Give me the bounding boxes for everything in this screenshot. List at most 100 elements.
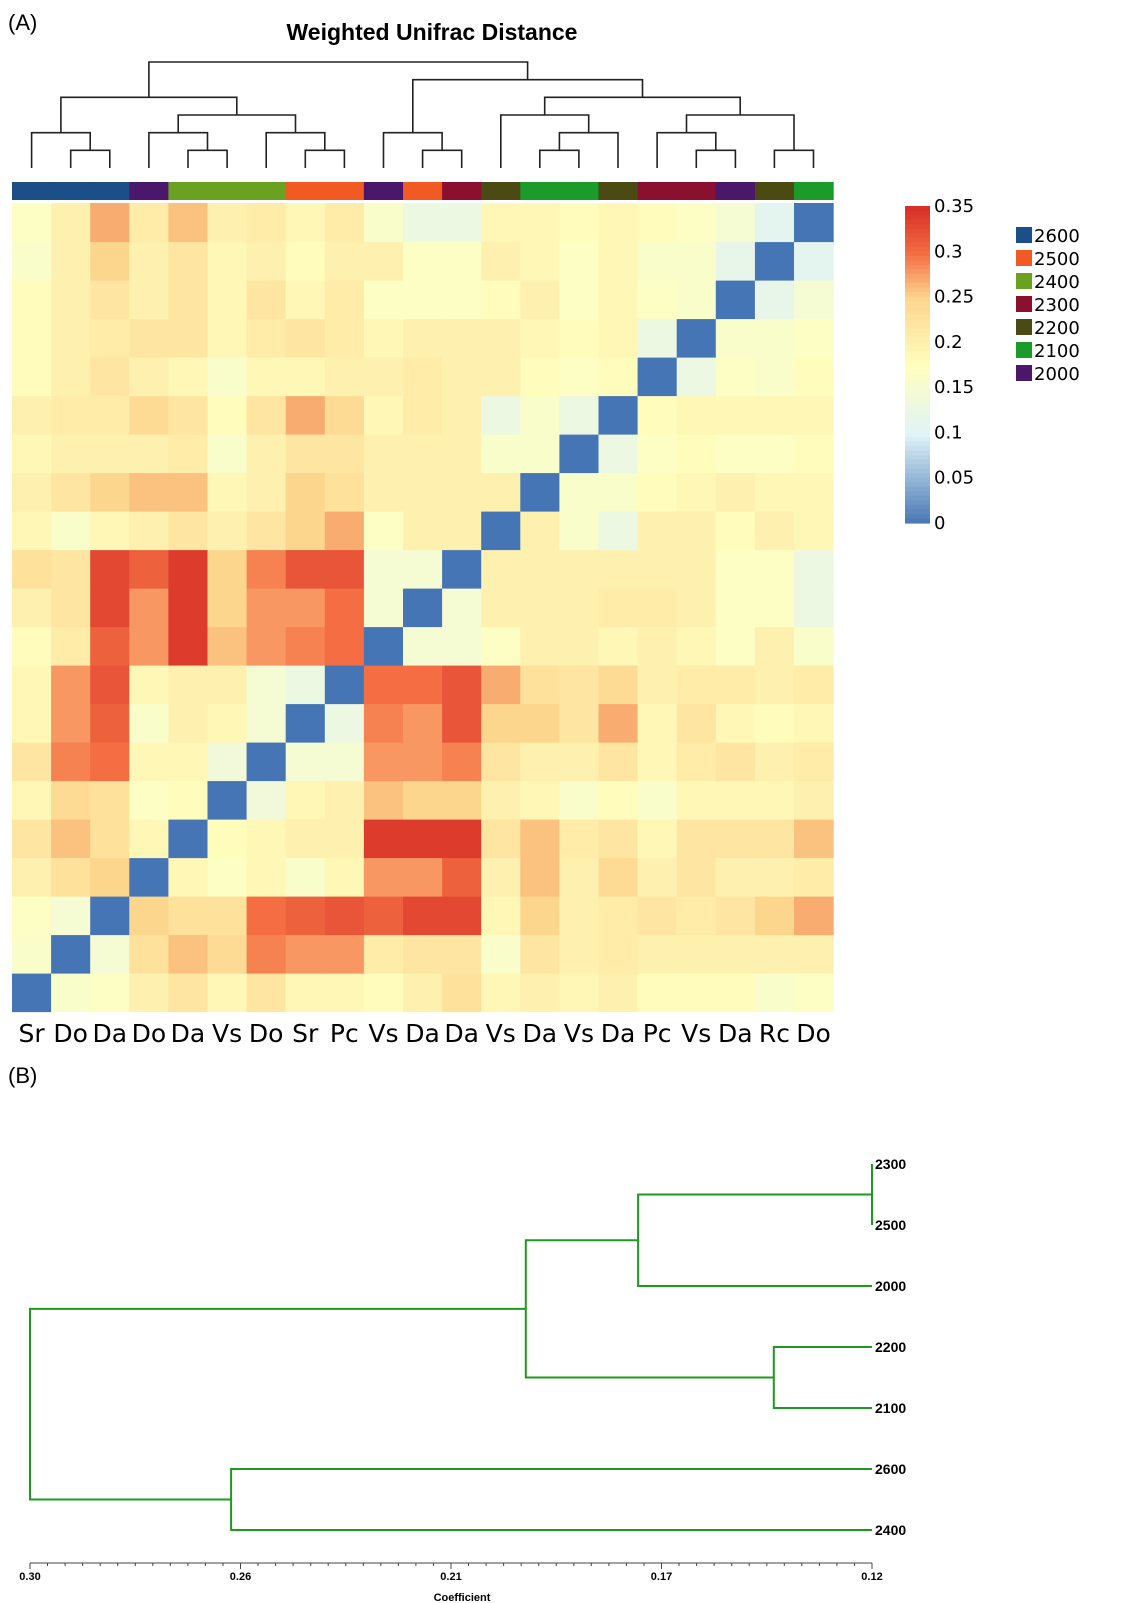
- heatmap-cell: [285, 703, 326, 743]
- axis-tick-label: 0.30: [19, 1571, 40, 1583]
- colorbar-step: [905, 409, 930, 415]
- colorbar-step: [905, 486, 930, 492]
- heatmap-cell: [559, 395, 600, 435]
- heatmap-cell: [51, 395, 91, 435]
- heatmap-cell: [246, 549, 287, 589]
- heatmap-cell: [442, 203, 482, 243]
- heatmap-cell: [481, 203, 521, 243]
- heatmap-cell: [559, 973, 600, 1013]
- dendrogram-branch: [148, 61, 529, 98]
- colorbar-step: [905, 378, 930, 384]
- heatmap-cell: [403, 857, 443, 897]
- heatmap-cell: [754, 395, 795, 435]
- heatmap-cell: [559, 241, 600, 281]
- heatmap-cell: [363, 665, 404, 705]
- heatmap-cell: [90, 395, 130, 435]
- heatmap-cell: [129, 549, 169, 589]
- heatmap-cell: [481, 318, 521, 358]
- heatmap-cell: [442, 549, 482, 589]
- colorbar-step: [905, 427, 930, 434]
- heatmap-cell: [363, 819, 404, 859]
- colorbar-step: [905, 323, 930, 329]
- heatmap-cell: [403, 819, 443, 859]
- heatmap-cell: [168, 395, 209, 435]
- heatmap-cell: [324, 703, 365, 743]
- heatmap-cell: [637, 857, 678, 897]
- legend-swatch: [1016, 365, 1032, 381]
- legend-swatch: [1016, 250, 1032, 266]
- heatmap-cell: [324, 434, 365, 474]
- heatmap-cell: [794, 241, 834, 281]
- heatmap-cell: [481, 434, 521, 474]
- heatmap-cell: [520, 472, 560, 512]
- heatmap-cell: [285, 626, 326, 666]
- leaf-label: 2200: [875, 1339, 906, 1355]
- heatmap-cell: [794, 434, 834, 474]
- group-bar-segment: [246, 182, 287, 200]
- colorbar-tick-label: 0: [934, 513, 945, 534]
- colorbar-tick-label: 0.1: [934, 422, 963, 443]
- group-bar-segment: [324, 182, 365, 200]
- colorbar-step: [905, 359, 930, 366]
- heatmap-cell: [559, 511, 600, 551]
- heatmap-cell: [676, 626, 717, 666]
- heatmap-cell: [285, 434, 326, 474]
- heatmap-cell: [598, 549, 639, 589]
- heatmap-cell: [637, 973, 678, 1013]
- heatmap-cell: [598, 280, 639, 320]
- heatmap-cell: [520, 819, 560, 859]
- heatmap-cell: [207, 626, 248, 666]
- heatmap-cell: [442, 472, 482, 512]
- heatmap-cell: [637, 203, 678, 243]
- heatmap-cell: [90, 511, 130, 551]
- heatmap-cell: [442, 665, 482, 705]
- heatmap-cell: [168, 318, 209, 358]
- heatmap-cell: [129, 357, 169, 397]
- heatmap-cell: [598, 626, 639, 666]
- heatmap-cell: [637, 626, 678, 666]
- colorbar: 0.35 0.3 0.25 0.2 0.15 0.1 0.05 0: [905, 196, 974, 534]
- heatmap-cell: [207, 703, 248, 743]
- heatmap-cell: [12, 472, 52, 512]
- heatmap-cell: [676, 203, 717, 243]
- heatmap-cell: [598, 934, 639, 974]
- heatmap-cell: [363, 203, 404, 243]
- heatmap-cell: [129, 203, 169, 243]
- heatmap-cell: [637, 665, 678, 705]
- heatmap-cell: [403, 472, 443, 512]
- dendrogram-branch: [773, 149, 815, 168]
- heatmap-cell: [598, 511, 639, 551]
- heatmap-cell: [676, 318, 717, 358]
- heatmap-cell: [520, 318, 560, 358]
- heatmap-cell: [246, 280, 287, 320]
- colorbar-step: [905, 459, 930, 465]
- heatmap-cell: [168, 280, 209, 320]
- colorbar-step: [905, 382, 930, 388]
- colorbar-step: [905, 450, 930, 456]
- colorbar-step: [905, 296, 930, 302]
- dendrogram-branch: [69, 149, 111, 168]
- heatmap-cell: [90, 742, 130, 782]
- heatmap-cell: [51, 511, 91, 551]
- group-bar-segment: [754, 182, 795, 200]
- column-label: Do: [132, 1019, 167, 1048]
- heatmap-cell: [246, 588, 287, 628]
- heatmap-cell: [794, 588, 834, 628]
- heatmap-cell: [168, 973, 209, 1013]
- heatmap-cell: [324, 511, 365, 551]
- heatmap-cell: [559, 357, 600, 397]
- colorbar-step: [905, 432, 930, 438]
- heatmap-cell: [168, 588, 209, 628]
- heatmap-cell: [168, 742, 209, 782]
- heatmap-cell: [168, 896, 209, 936]
- colorbar-step: [905, 242, 930, 248]
- heatmap-cell: [754, 703, 795, 743]
- heatmap-cell: [559, 472, 600, 512]
- colorbar-step: [905, 282, 930, 289]
- colorbar-tick-label: 0.2: [934, 332, 963, 353]
- column-label: Da: [92, 1019, 127, 1048]
- heatmap-cell: [637, 549, 678, 589]
- heatmap-cell: [598, 742, 639, 782]
- heatmap-cell: [207, 665, 248, 705]
- heatmap-cell: [12, 395, 52, 435]
